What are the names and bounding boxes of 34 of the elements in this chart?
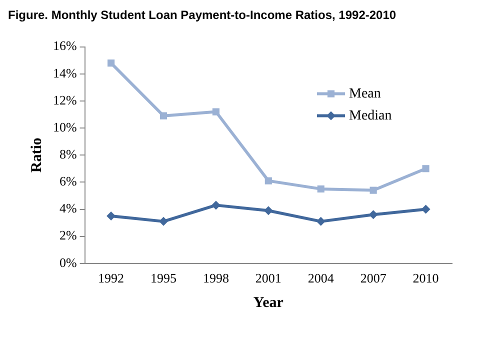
point [317,185,324,192]
x-tick-label: 1992 [98,270,124,286]
chart-title: Figure. Monthly Student Loan Payment-to-Income Ratios, 1992-2010 [8,8,398,22]
y-axis-title: Ratio [28,138,45,173]
x-tick-label: 2007 [360,270,387,286]
point [421,204,430,214]
point [316,216,326,226]
y-tick-label: 4% [59,200,77,216]
y-tick-label: 12% [52,92,77,108]
point [160,112,168,120]
point [370,186,377,194]
point [159,216,168,226]
point [264,206,273,216]
legend-label: Mean [349,86,381,102]
x-tick-label: 2001 [255,270,282,286]
y-tick-label: 16% [52,38,77,54]
legend-label: Median [349,108,392,124]
point [212,108,220,116]
point [211,200,220,210]
point [108,60,115,67]
y-tick-label: 2% [59,228,77,243]
x-tick-label: 1998 [202,270,229,286]
point [368,210,378,220]
y-tick-label: 10% [52,119,77,134]
y-tick-label: 6% [59,174,77,189]
y-tick-label: 8% [59,146,77,162]
point [422,165,430,172]
y-tick-label: 0% [59,254,77,270]
point [264,177,272,184]
x-tick-label: 1995 [150,270,177,286]
x-axis-title: Year [253,294,284,311]
y-tick-label: 14% [52,65,77,80]
x-tick-label: 2010 [412,270,439,286]
x-tick-label: 2004 [308,270,334,286]
